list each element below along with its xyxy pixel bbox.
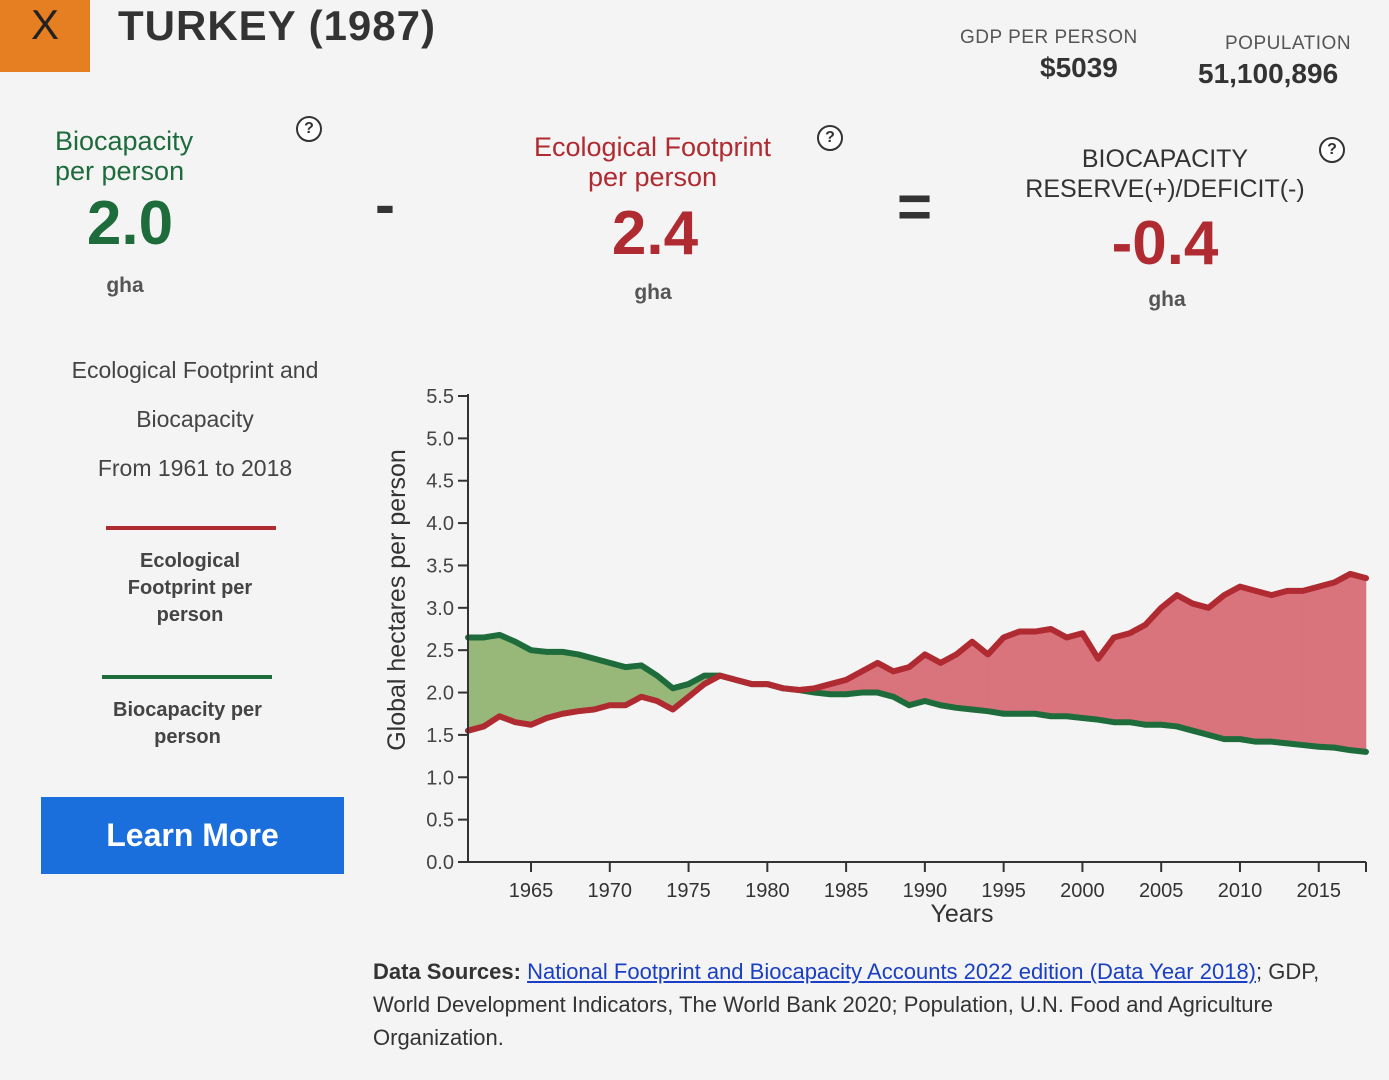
reserve-area <box>546 651 563 719</box>
deficit-area <box>1223 586 1241 740</box>
reserve-label: BIOCAPACITY RESERVE(+)/DEFICIT(-) <box>1025 145 1305 203</box>
y-tick-label: 2.0 <box>426 683 454 705</box>
biocapacity-help-icon[interactable]: ? <box>296 116 322 142</box>
legend-biocapacity-line <box>102 675 272 679</box>
x-tick-label: 2015 <box>1296 880 1341 902</box>
sources-separator: ; <box>1256 959 1263 984</box>
footprint-value: 2.4 <box>611 199 699 268</box>
equals-operator: = <box>897 173 933 240</box>
y-tick-label: 1.0 <box>426 767 454 789</box>
x-tick-label: 1975 <box>666 880 711 902</box>
legend-title: Ecological Footprint and Biocapacity Fro… <box>71 357 319 481</box>
x-tick-label: 1985 <box>824 880 869 902</box>
gdp-label: GDP PER PERSON <box>960 27 1138 48</box>
x-tick-label: 1995 <box>981 880 1026 902</box>
reserve-value: -0.4 <box>1111 209 1219 278</box>
reserve-unit: gha <box>1148 288 1186 311</box>
x-tick-label: 1980 <box>745 880 790 902</box>
footprint-unit: gha <box>634 281 672 304</box>
y-tick-label: 4.0 <box>426 513 454 535</box>
y-axis-label: Global hectares per person <box>383 449 411 751</box>
data-sources: Data Sources: National Footprint and Bio… <box>373 955 1363 1054</box>
reserve-area <box>562 651 579 715</box>
y-tick-label: 1.5 <box>426 725 454 747</box>
gdp-value: $5039 <box>1040 52 1118 83</box>
x-tick-label: 2000 <box>1060 880 1105 902</box>
deficit-area <box>1003 631 1020 715</box>
reserve-area <box>467 637 485 732</box>
deficit-area <box>1019 631 1036 715</box>
x-tick-label: 2010 <box>1218 880 1263 902</box>
footprint-biocapacity-chart: 0.0 0.5 1.0 1.5 2.0 2.5 3.0 3.5 4.0 4.5 5.0 5.5 1965… <box>383 386 1369 928</box>
biocapacity-label: Biocapacity per person <box>55 126 194 186</box>
y-tick-label: 4.5 <box>426 471 454 493</box>
deficit-area <box>1066 632 1083 719</box>
deficit-area <box>1255 590 1272 742</box>
sources-link[interactable]: National Footprint and Biocapacity Accou… <box>527 959 1256 984</box>
deficit-area <box>1334 573 1351 751</box>
y-tick-label: 0.0 <box>426 852 454 874</box>
x-tick-label: 2005 <box>1139 880 1184 902</box>
footprint-help-icon[interactable]: ? <box>817 125 843 151</box>
deficit-area <box>1318 582 1335 748</box>
deficit-area <box>1192 603 1209 736</box>
close-button[interactable]: X <box>0 0 90 72</box>
biocapacity-unit: gha <box>106 274 144 297</box>
legend-footprint-label: Ecological Footprint per person <box>127 550 253 626</box>
sources-prefix: Data Sources: <box>373 959 521 984</box>
reserve-area <box>483 634 500 727</box>
deficit-area <box>1160 594 1178 727</box>
deficit-area <box>1239 586 1257 743</box>
population-label: POPULATION <box>1225 33 1352 54</box>
deficit-area <box>1050 628 1067 717</box>
deficit-area <box>1302 586 1320 748</box>
sources-rest: GDP, World Development Indicators, The W… <box>373 959 1320 1050</box>
biocapacity-value: 2.0 <box>86 189 174 258</box>
x-tick-label: 1970 <box>588 880 633 902</box>
footprint-label: Ecological Footprint per person <box>533 132 772 192</box>
deficit-area <box>1208 594 1225 740</box>
deficit-area <box>1271 590 1288 744</box>
deficit-area <box>1113 632 1130 723</box>
population-value: 51,100,896 <box>1198 58 1339 89</box>
footprint-series-line <box>465 570 1369 734</box>
x-axis-label: Years <box>930 900 993 928</box>
minus-operator: - <box>375 171 395 238</box>
x-tick-label: 1990 <box>903 880 948 902</box>
y-tick-label: 5.0 <box>426 428 454 450</box>
reserve-area <box>577 654 595 712</box>
y-tick-label: 5.5 <box>426 386 454 408</box>
learn-more-button[interactable]: Learn More <box>41 797 344 874</box>
legend-biocapacity-label: Biocapacity per person <box>113 699 262 748</box>
deficit-area <box>1286 590 1304 746</box>
deficit-area <box>1349 573 1367 753</box>
y-tick-label: 3.5 <box>426 555 454 577</box>
x-tick-label: 1965 <box>509 880 554 902</box>
page-title: TURKEY (1987) <box>118 2 436 49</box>
reserve-area <box>530 649 548 726</box>
y-tick-label: 3.0 <box>426 598 454 620</box>
y-tick-label: 0.5 <box>426 810 454 832</box>
reserve-area <box>499 634 516 723</box>
reserve-help-icon[interactable]: ? <box>1319 137 1345 163</box>
reserve-area <box>514 641 532 726</box>
biocapacity-series-line <box>465 631 1369 755</box>
deficit-area <box>1176 594 1194 732</box>
legend-footprint-line <box>106 526 276 530</box>
deficit-area <box>1034 628 1052 717</box>
y-tick-label: 2.5 <box>426 640 454 662</box>
deficit-area <box>1129 624 1146 726</box>
reserve-area <box>593 658 611 710</box>
